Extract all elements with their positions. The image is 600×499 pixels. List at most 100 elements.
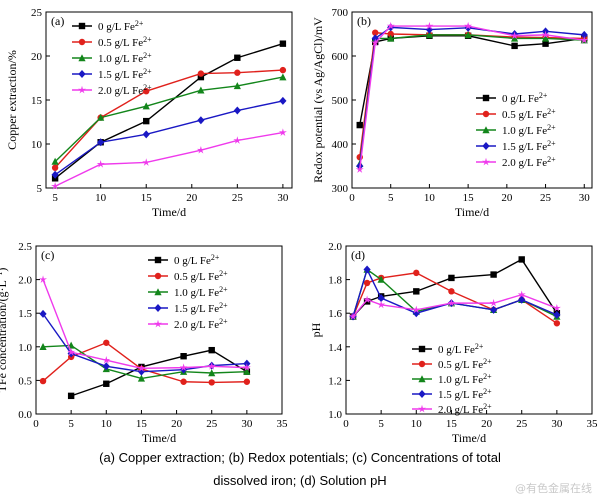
data-point — [447, 298, 456, 307]
series-line — [54, 76, 284, 163]
x-tick-label: 10 — [424, 192, 436, 204]
data-point — [279, 66, 287, 74]
y-axis-label: TFe concentration/(g·L−1) — [0, 268, 9, 393]
legend-label: 2.0 g/L Fe2+ — [98, 83, 152, 97]
watermark: @有色金属在线 — [515, 482, 592, 495]
legend-label: 1.5 g/L Fe2+ — [174, 301, 228, 315]
x-tick-label: 20 — [501, 192, 513, 204]
data-point — [355, 165, 364, 173]
data-point — [377, 294, 385, 303]
chart-panel-2: 0 5 10 15 20 25 30 300 400 500 600 700 Time/d Redox p… — [311, 7, 593, 219]
data-point — [425, 25, 434, 34]
legend-entry: 0.5 g/L Fe2+ — [72, 35, 152, 49]
data-point — [51, 170, 59, 179]
data-point — [51, 157, 59, 165]
data-point — [39, 309, 47, 318]
chart-panel-4: 0 5 10 15 20 25 30 35 1.0 1.2 1.4 1.6 1.8 2.0 Time/d pH… — [309, 241, 598, 445]
data-point — [580, 35, 589, 44]
series-5 — [349, 290, 561, 320]
legend-marker — [154, 256, 162, 264]
series-line — [352, 258, 558, 318]
legend-label: 0 g/L Fe2+ — [502, 91, 548, 105]
data-point — [96, 160, 105, 168]
y-tick-label: 1.0 — [328, 409, 342, 421]
x-tick-label: 15 — [136, 418, 148, 430]
data-point — [510, 31, 519, 40]
y-tick-label: 15 — [31, 95, 43, 107]
x-tick-label: 0 — [343, 418, 349, 430]
legend-marker — [418, 404, 426, 413]
legend-label: 1.0 g/L Fe2+ — [502, 123, 556, 137]
x-tick-label: 5 — [52, 192, 58, 204]
legend-marker — [418, 390, 426, 398]
series-line — [54, 131, 284, 187]
x-tick-label: 30 — [277, 192, 289, 204]
data-point — [387, 30, 394, 38]
x-tick-label: 15 — [446, 418, 458, 430]
series-line — [54, 43, 284, 179]
legend-marker — [418, 375, 426, 383]
data-point — [67, 347, 76, 356]
data-point — [234, 69, 241, 76]
x-tick-label: 15 — [141, 192, 153, 204]
legend-label: 2.0 g/L Fe2+ — [502, 155, 556, 169]
legend-marker — [418, 360, 426, 368]
data-point — [412, 309, 420, 318]
series-line — [352, 293, 558, 318]
y-tick-label: 2.0 — [328, 241, 342, 253]
panel-label: (a) — [51, 14, 64, 28]
data-point — [142, 130, 150, 139]
legend-entry: 1.0 g/L Fe2+ — [72, 51, 152, 65]
data-point — [102, 356, 111, 364]
data-point — [363, 295, 372, 304]
legend-label: 2.0 g/L Fe2+ — [438, 402, 492, 416]
data-point — [103, 339, 110, 346]
legend-label: 1.5 g/L Fe2+ — [438, 387, 492, 401]
y-tick-label: 2.5 — [18, 241, 32, 253]
data-point — [377, 275, 385, 283]
x-tick-label: 25 — [232, 192, 244, 204]
data-point — [377, 300, 386, 309]
data-point — [413, 288, 420, 295]
legend-marker — [482, 142, 490, 150]
data-point — [580, 30, 588, 39]
data-point — [553, 320, 561, 327]
legend-label: 0 g/L Fe2+ — [174, 253, 220, 267]
plot-frame — [35, 245, 283, 415]
data-point — [371, 38, 380, 47]
data-point — [490, 271, 497, 278]
data-point — [179, 363, 188, 372]
legend-entry: 0 g/L Fe2+ — [72, 19, 144, 33]
legend-entry: 1.5 g/L Fe2+ — [72, 67, 152, 81]
x-tick-label: 30 — [551, 418, 563, 430]
data-point — [243, 367, 251, 375]
x-tick-label: 30 — [579, 192, 591, 204]
legend-entry: 1.0 g/L Fe2+ — [476, 123, 556, 137]
y-tick-label: 10 — [31, 139, 43, 151]
data-point — [197, 73, 205, 81]
data-point — [243, 378, 251, 385]
data-point — [97, 113, 105, 121]
y-tick-label: 500 — [332, 95, 349, 107]
panel-label: (d) — [351, 248, 365, 262]
y-tick-label: 5 — [37, 183, 43, 195]
series-5 — [51, 128, 287, 190]
data-point — [180, 353, 187, 360]
data-point — [517, 290, 526, 299]
data-point — [137, 367, 146, 376]
y-tick-label: 0.0 — [18, 409, 32, 421]
y-tick-label: 0.5 — [18, 375, 32, 387]
series-line — [42, 341, 247, 384]
data-point — [552, 303, 561, 312]
data-point — [137, 374, 146, 382]
legend-marker — [482, 94, 490, 102]
series-line — [352, 267, 558, 317]
x-tick-label: 5 — [378, 418, 384, 430]
x-tick-label: 25 — [206, 418, 218, 430]
legend-entry: 1.5 g/L Fe2+ — [412, 387, 492, 401]
legend-entry: 1.5 g/L Fe2+ — [476, 139, 556, 153]
data-point — [103, 380, 110, 387]
data-point — [412, 305, 421, 314]
legend-entry: 0 g/L Fe2+ — [148, 253, 220, 267]
data-point — [208, 379, 215, 386]
